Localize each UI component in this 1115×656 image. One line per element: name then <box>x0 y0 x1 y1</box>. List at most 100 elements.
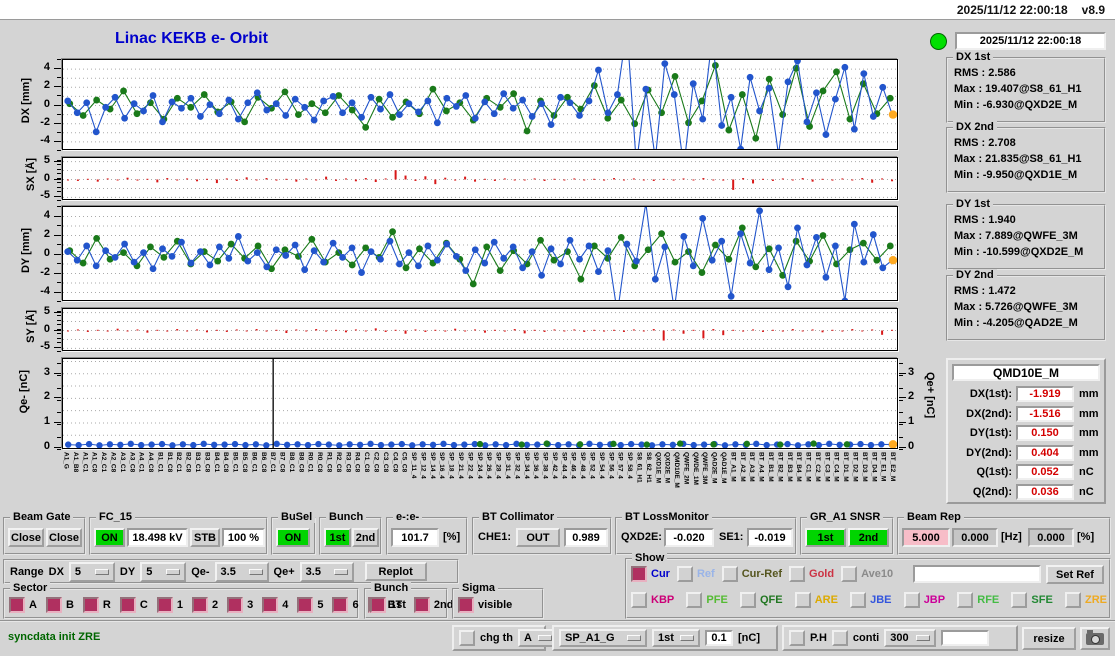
axis-tick <box>57 95 61 97</box>
option-menu-dash <box>166 568 181 575</box>
sector-1-checkbox[interactable] <box>156 597 173 613</box>
ph-checkbox[interactable] <box>789 630 805 646</box>
status-indicator-light <box>930 33 947 50</box>
stat-rms: RMS : 1.472 <box>954 285 1016 297</box>
chg-th-panel: chg th A <box>452 625 554 651</box>
sigma-visible-checkbox[interactable] <box>458 597 474 613</box>
screenshot-button[interactable] <box>1080 627 1110 650</box>
gr-a1-1st-button[interactable]: 1st <box>805 528 846 547</box>
busel-on-button[interactable]: ON <box>276 528 310 547</box>
show-qfe-checkbox[interactable] <box>739 592 756 608</box>
show-sfe-checkbox[interactable] <box>1011 592 1028 608</box>
axis-tick <box>899 362 903 364</box>
show-rfe-checkbox[interactable] <box>957 592 974 608</box>
bunch-1st-checkbox[interactable] <box>370 597 386 613</box>
che1-out-button[interactable]: OUT <box>516 528 560 547</box>
sector-4-label: 4 <box>282 599 289 611</box>
chg-th-checkbox[interactable] <box>459 630 475 646</box>
fc15-stb-button[interactable]: STB <box>190 528 220 547</box>
show-jbe-label: JBE <box>870 594 892 606</box>
show-cur-ref-checkbox[interactable] <box>721 566 738 582</box>
fc15-on-button[interactable]: ON <box>94 528 125 547</box>
show-pfe-checkbox[interactable] <box>686 592 703 608</box>
station-label: B2_C1 <box>175 452 183 473</box>
y-tick-label: -5 <box>40 189 50 202</box>
station-label: QAD1E_M <box>720 452 728 484</box>
stat-rms: RMS : 1.940 <box>954 214 1016 226</box>
monitor-row-value: 0.052 <box>1016 464 1074 480</box>
titlebar-datetime: 2025/11/12 22:00:18 <box>956 2 1068 17</box>
show-jbe-checkbox[interactable] <box>850 592 867 608</box>
beam-rep-pct-display: 0.000 <box>1028 528 1074 547</box>
bunch-2nd-button[interactable]: 2nd <box>352 528 379 547</box>
sector-6-checkbox[interactable] <box>332 597 349 613</box>
station-label: B8_C1 <box>287 452 295 473</box>
range-label: Range <box>10 565 44 578</box>
sector-b-checkbox[interactable] <box>45 597 62 613</box>
show-gold-checkbox[interactable] <box>789 566 806 582</box>
stat-group-dx-1st: DX 1st RMS : 2.586 Max : 19.407@S8_61_H1 Mi… <box>946 51 1106 123</box>
station-label: BT_C4_M <box>832 452 840 482</box>
beam-gate-close-1-button[interactable]: Close <box>8 528 44 547</box>
range-dy-dropdown[interactable]: 5 <box>140 561 187 582</box>
threshold-input[interactable] <box>705 630 733 646</box>
stat-min: Min : -9.950@QXD1E_M <box>954 169 1078 181</box>
station-label: A3_C1 <box>118 452 126 473</box>
show-cur-ref: Cur-Ref <box>721 566 782 582</box>
bt-collimator-label: BT Collimator <box>479 511 558 523</box>
count-dropdown[interactable]: 300 <box>884 629 937 647</box>
y-tick-label-right: 3 <box>908 365 915 378</box>
axis-tick <box>57 150 61 151</box>
station-label: SP_46_4 <box>569 452 577 479</box>
range-qem-dropdown[interactable]: 3.5 <box>214 561 269 582</box>
station-label: C1_C8 <box>363 452 371 473</box>
option-menu-dash <box>627 635 641 641</box>
set-ref-button[interactable]: Set Ref <box>1046 565 1104 584</box>
bunch-order-dropdown[interactable]: 1st <box>652 629 700 647</box>
sector-3: 3 <box>227 597 253 613</box>
replot-button[interactable]: Replot <box>364 562 427 581</box>
device-dropdown[interactable]: SP_A1_G <box>559 629 647 647</box>
status-bar: syncdata init ZRE chg th A SP_A1_G 1st [… <box>0 620 1115 656</box>
resize-button[interactable]: resize <box>1022 627 1076 650</box>
sy-sigma-plot <box>62 308 898 351</box>
sector-4-checkbox[interactable] <box>262 597 279 613</box>
station-label: BT_D4_M <box>870 452 878 482</box>
conti-checkbox[interactable] <box>831 630 848 646</box>
bunch-1st: 1st <box>370 597 406 613</box>
bunch-2nd-checkbox[interactable] <box>413 597 430 613</box>
show-jbe: JBE <box>850 592 892 608</box>
sector-a-checkbox[interactable] <box>9 597 25 613</box>
show-qfe: QFE <box>739 592 783 608</box>
sector-3-checkbox[interactable] <box>227 597 244 613</box>
bunch-1st-button[interactable]: 1st <box>324 528 351 547</box>
axis-tick <box>57 319 61 321</box>
ref-name-input[interactable] <box>913 565 1041 583</box>
gr-a1-2nd-button[interactable]: 2nd <box>848 528 889 547</box>
station-label: SP_32_4 <box>513 452 521 479</box>
show-are-checkbox[interactable] <box>794 592 811 608</box>
show-jbp-checkbox[interactable] <box>903 592 920 608</box>
bunch-2nd-label: 2nd <box>433 599 454 611</box>
count-input[interactable] <box>941 630 990 646</box>
range-dx-dropdown[interactable]: 5 <box>68 561 115 582</box>
sector-2-checkbox[interactable] <box>191 597 208 613</box>
stat-group-title: DX 2nd <box>953 121 997 133</box>
show-cur-checkbox[interactable] <box>631 566 647 582</box>
axis-tick <box>54 311 61 313</box>
sector-c-checkbox[interactable] <box>119 597 136 613</box>
range-qep-dropdown[interactable]: 3.5 <box>299 561 354 582</box>
axis-tick <box>57 449 61 450</box>
show-kbp-checkbox[interactable] <box>631 592 647 608</box>
show-zre-checkbox[interactable] <box>1064 592 1081 608</box>
station-label: C4_C8 <box>391 452 399 473</box>
axis-tick <box>54 397 61 399</box>
show-kbp: KBP <box>631 592 674 608</box>
show-ave10-checkbox[interactable] <box>841 566 858 582</box>
sector-a-dropdown[interactable]: A <box>518 629 554 647</box>
show-ref-checkbox[interactable] <box>676 566 693 582</box>
sector-5-checkbox[interactable] <box>297 597 314 613</box>
beam-gate-close-2-button[interactable]: Close <box>46 528 82 547</box>
station-label: R3_C8 <box>344 452 352 473</box>
sector-r-checkbox[interactable] <box>82 597 99 613</box>
